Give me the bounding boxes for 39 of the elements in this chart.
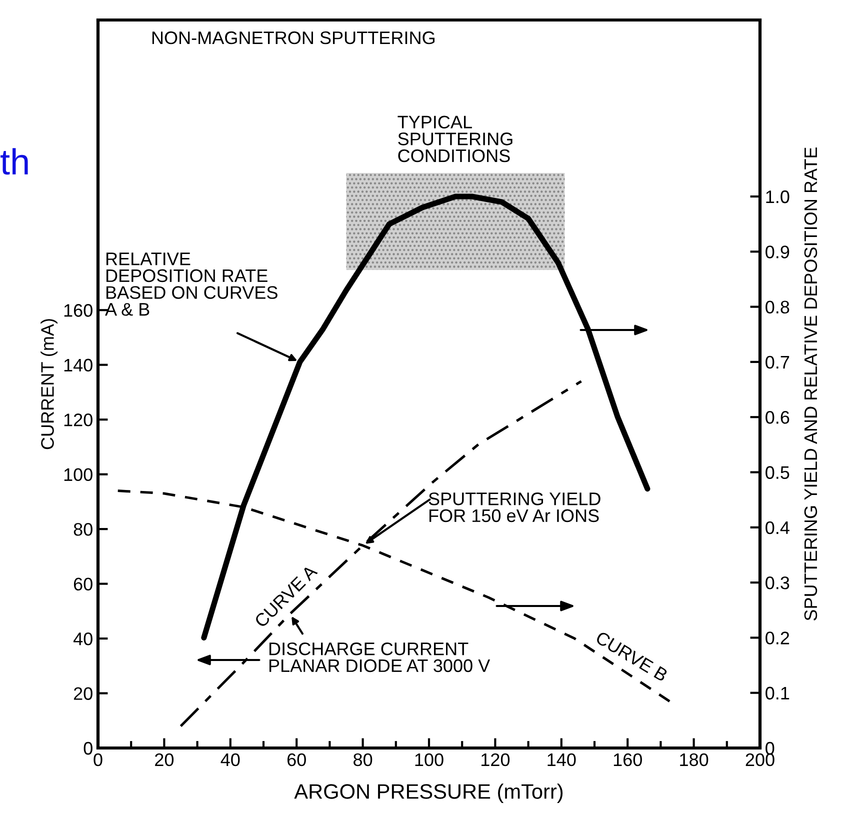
x-tick-label: 80 bbox=[354, 753, 372, 766]
band-label: TYPICAL SPUTTERING CONDITIONS bbox=[398, 116, 512, 162]
y-tick-label: 160 bbox=[64, 304, 92, 317]
y2-tick-label: 0.2 bbox=[766, 632, 790, 644]
y-tick-label: 120 bbox=[64, 414, 92, 426]
x-tick-label: 140 bbox=[548, 753, 576, 766]
y2-tick-label: 0.8 bbox=[766, 300, 790, 314]
x-tick-label: 100 bbox=[415, 753, 444, 766]
x-tick-label: 40 bbox=[220, 753, 240, 766]
y-tick-label: 0 bbox=[84, 742, 92, 755]
text: th bbox=[0, 148, 28, 175]
y2-tick-label: 0.6 bbox=[766, 411, 790, 424]
y-tick-label: 140 bbox=[64, 358, 92, 372]
y-tick-label: 80 bbox=[74, 522, 92, 536]
y2-tick-label: 0.4 bbox=[766, 521, 790, 534]
x-tick-label: 180 bbox=[680, 753, 708, 766]
annotation: RELATIVE DEPOSITION RATE BASED ON CURVES A & B bbox=[105, 252, 278, 316]
annotation: DISCHARGE CURRENT PLANAR DIODE AT 3000 V bbox=[269, 642, 490, 672]
chart-title: NON-MAGNETRON SPUTTERING bbox=[152, 31, 434, 44]
y-tick-label: 100 bbox=[64, 468, 92, 482]
x-tick-label: 160 bbox=[614, 753, 642, 766]
y2-tick-label: 0.1 bbox=[766, 686, 790, 700]
y2-tick-label: 1.0 bbox=[766, 190, 790, 204]
x-tick-label: 0 bbox=[94, 753, 102, 766]
x-tick-label: 200 bbox=[746, 753, 774, 766]
y-axis-title: CURRENT (mA) bbox=[40, 319, 58, 450]
annotation: SPUTTERING YIELD FOR 150 eV Ar IONS bbox=[428, 492, 600, 522]
y-tick-label: 40 bbox=[73, 632, 92, 646]
x-tick-label: 60 bbox=[287, 753, 306, 766]
y2-axis-title: SPUTTERING YIELD AND RELATIVE DEPOSITION RATE bbox=[804, 147, 818, 620]
x-axis-title: ARGON PRESSURE (mTorr) bbox=[294, 784, 563, 803]
y2-tick-label: 0.3 bbox=[766, 576, 790, 590]
y2-tick-label: 0.7 bbox=[766, 356, 790, 369]
x-tick-label: 20 bbox=[155, 753, 174, 766]
y-tick-label: 20 bbox=[74, 687, 92, 700]
y-tick-label: 60 bbox=[74, 578, 92, 591]
y2-tick-label: 0.9 bbox=[766, 246, 790, 258]
y2-tick-label: 0.5 bbox=[766, 466, 790, 479]
x-tick-label: 120 bbox=[482, 753, 510, 766]
